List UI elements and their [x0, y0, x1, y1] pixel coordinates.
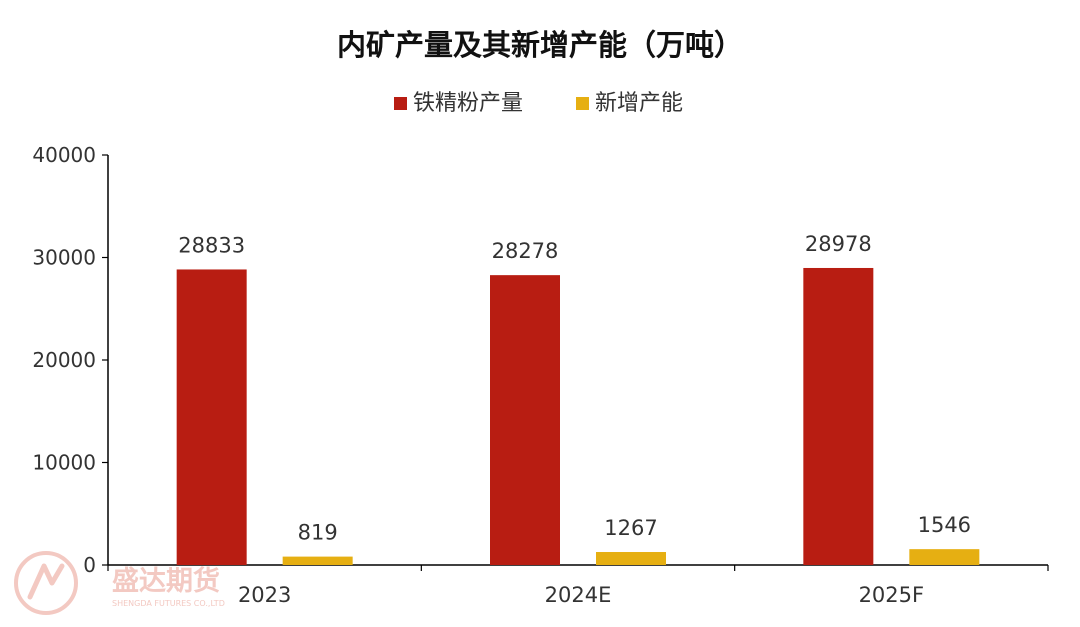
legend-label: 新增产能	[595, 91, 683, 116]
legend-swatch	[576, 97, 589, 110]
data-label: 1267	[604, 516, 657, 540]
legend-swatch	[394, 97, 407, 110]
bar	[282, 556, 353, 565]
y-tick-label: 20000	[32, 348, 96, 372]
shengda-logo-icon	[14, 551, 78, 615]
legend: 铁精粉产量 新增产能	[394, 91, 683, 116]
bar	[490, 275, 560, 565]
watermark: 盛达期货 SHENGDA FUTURES CO.,LTD	[14, 551, 225, 615]
y-tick-label: 10000	[32, 451, 96, 475]
bars	[176, 267, 980, 565]
bar	[596, 552, 666, 565]
y-tick-label: 40000	[32, 143, 96, 167]
x-tick-label: 2023	[238, 583, 291, 607]
data-label: 819	[298, 521, 338, 545]
data-label: 28278	[492, 239, 559, 263]
bar	[909, 549, 980, 565]
bar	[176, 269, 247, 565]
legend-label: 铁精粉产量	[413, 91, 523, 116]
bar	[803, 267, 874, 565]
data-label: 1546	[918, 513, 971, 537]
data-label: 28978	[805, 232, 872, 256]
chart-title: 内矿产量及其新增产能（万吨）	[337, 28, 743, 62]
watermark-text: 盛达期货	[112, 565, 220, 597]
y-tick-label: 0	[83, 553, 96, 577]
axes: 0 10000 20000 30000 40000 2023 2024E 2025F	[32, 143, 1049, 607]
data-label: 28833	[178, 233, 245, 257]
watermark-subtext: SHENGDA FUTURES CO.,LTD	[112, 599, 225, 608]
shengda-logo-icon-mark	[27, 563, 65, 600]
x-tick-label: 2025F	[859, 583, 925, 607]
x-tick-label: 2024E	[545, 583, 612, 607]
y-tick-label: 30000	[32, 246, 96, 270]
data-labels: 28833 28278 28978 819 1267 1546	[178, 232, 971, 545]
